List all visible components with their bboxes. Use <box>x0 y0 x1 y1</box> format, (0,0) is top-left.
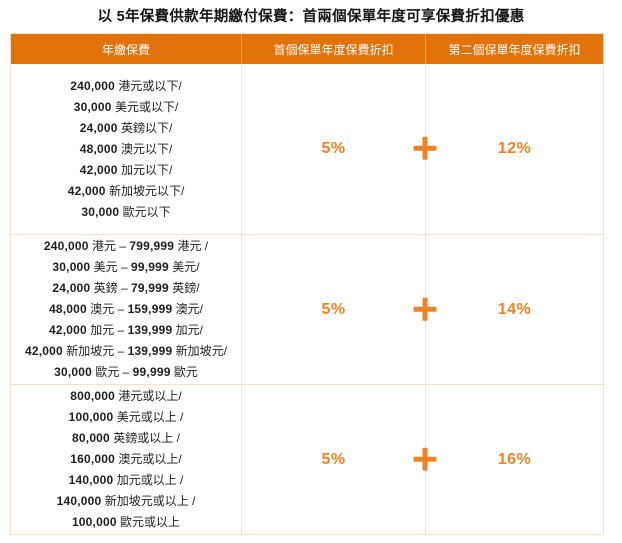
premium-tier-cell: 240,000 港元或以下/30,000 美元或以下/24,000 英鎊以下/4… <box>11 64 241 234</box>
second-year-discount-value: 16% <box>497 450 532 468</box>
table-header-row: 年繳保費 首個保單年度保費折扣 第二個保單年度保費折扣 <box>11 34 603 64</box>
premium-tier-line: 140,000 新加坡元或以上 / <box>56 494 196 508</box>
header-cell-second-year-discount: 第二個保單年度保費折扣 <box>425 34 603 64</box>
premium-tier-cell: 240,000 港元 – 799,999 港元 / 30,000 美元 – 99,… <box>11 235 241 384</box>
premium-discount-table: 年繳保費 首個保單年度保費折扣 第二個保單年度保費折扣 240,000 港元或以… <box>10 33 604 535</box>
table-row-tier-1: 240,000 港元或以下/30,000 美元或以下/24,000 英鎊以下/4… <box>11 64 603 234</box>
first-year-discount-value: 5% <box>321 140 346 157</box>
premium-tier-line: 48,000 澳元 – 159,999 澳元/ <box>48 302 204 316</box>
premium-tier-line: 42,000 加元以下/ <box>79 162 173 177</box>
table-row-tier-2: 240,000 港元 – 799,999 港元 / 30,000 美元 – 99,… <box>11 234 603 384</box>
premium-tier-line: 100,000 歐元或以上 <box>71 515 181 529</box>
premium-tier-line: 42,000 新加坡元 – 139,999 新加坡元/ <box>24 344 228 358</box>
premium-tier-line: 800,000 港元或以上/ <box>70 389 182 403</box>
page-title: 以 5年保費供款年期繳付保費：首兩個保單年度可享保費折扣優惠 <box>97 9 525 25</box>
table-row-tier-3: 800,000 港元或以上/100,000 美元或以上 / 80,000 英鎊或以… <box>11 384 603 534</box>
premium-tier-cell: 800,000 港元或以上/100,000 美元或以上 / 80,000 英鎊或以… <box>11 385 241 534</box>
header-cell-annual-premium: 年繳保費 <box>101 42 150 57</box>
premium-tier-line: 24,000 英鎊以下/ <box>79 120 173 135</box>
premium-tier-line: 30,000 歐元 – 99,999 歐元 <box>54 365 198 379</box>
premium-tier-line: 240,000 港元或以下/ <box>70 78 182 93</box>
second-year-discount-cell: 16% <box>425 385 603 534</box>
premium-tier-line: 240,000 港元 – 799,999 港元 / <box>43 239 209 253</box>
premium-tier-line: 48,000 澳元以下/ <box>79 141 173 156</box>
first-year-discount-value: 5% <box>321 450 346 468</box>
premium-tier-line: 30,000 美元或以下/ <box>73 99 179 114</box>
first-year-discount-cell: 5% <box>241 385 425 534</box>
premium-tier-line: 30,000 歐元以下 <box>81 204 171 219</box>
premium-tier-line: 140,000 加元或以上 / <box>68 473 184 487</box>
premium-tier-line: 24,000 英鎊 – 79,999 英鎊/ <box>52 281 200 295</box>
second-year-discount-value: 14% <box>497 300 532 318</box>
premium-tier-line: 100,000 美元或以上 / <box>68 410 184 424</box>
premium-tier-line: 30,000 美元 – 99,999 美元/ <box>52 260 200 274</box>
second-year-discount-cell: 12% <box>425 64 603 234</box>
premium-tier-line: 42,000 新加坡元以下/ <box>67 183 185 198</box>
first-year-discount-cell: 5% <box>241 64 425 234</box>
second-year-discount-value: 12% <box>497 140 532 157</box>
second-year-discount-cell: 14% <box>425 235 603 384</box>
premium-tier-line: 160,000 澳元或以上/ <box>70 452 182 466</box>
premium-tier-line: 80,000 英鎊或以上 / <box>72 431 180 445</box>
first-year-discount-cell: 5% <box>241 235 425 384</box>
first-year-discount-value: 5% <box>321 300 346 318</box>
premium-tier-line: 42,000 加元 – 139,999 加元/ <box>48 323 204 337</box>
header-cell-first-year-discount: 首個保單年度保費折扣 <box>241 34 425 64</box>
